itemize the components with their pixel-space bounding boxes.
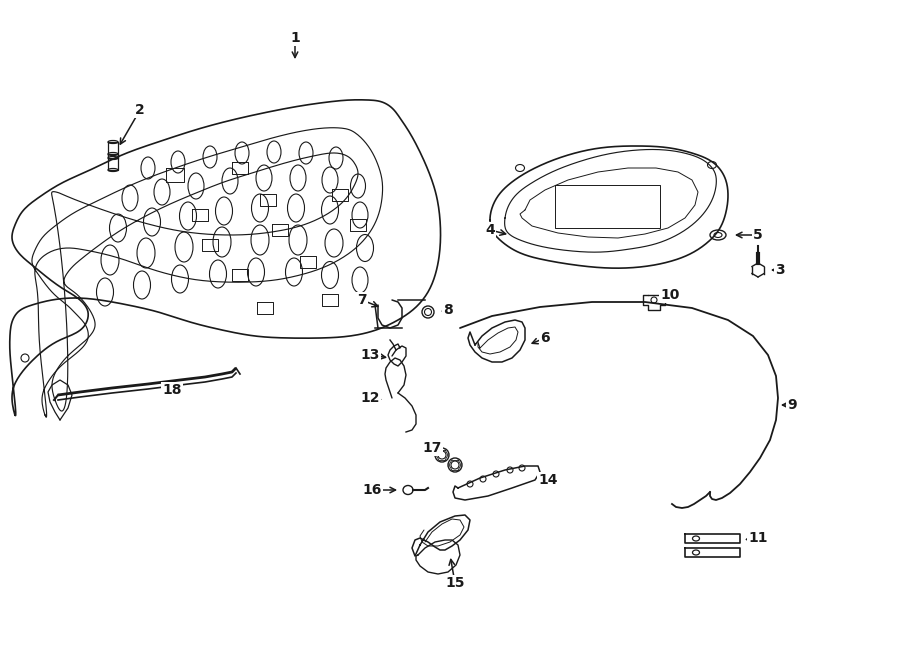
Text: 1: 1 xyxy=(290,31,300,45)
Text: 7: 7 xyxy=(357,293,367,307)
Text: 4: 4 xyxy=(485,223,495,237)
Text: 13: 13 xyxy=(360,348,380,362)
Text: 8: 8 xyxy=(443,303,453,317)
Text: 3: 3 xyxy=(775,263,785,277)
Text: 18: 18 xyxy=(162,383,182,397)
Text: 9: 9 xyxy=(788,398,796,412)
Text: 10: 10 xyxy=(661,288,680,302)
Text: 5: 5 xyxy=(753,228,763,242)
Text: 2: 2 xyxy=(135,103,145,117)
Text: 16: 16 xyxy=(363,483,382,497)
Text: 17: 17 xyxy=(422,441,442,455)
Text: 15: 15 xyxy=(446,576,464,590)
Text: 11: 11 xyxy=(748,531,768,545)
Text: 12: 12 xyxy=(360,391,380,405)
Text: 14: 14 xyxy=(538,473,558,487)
Text: 6: 6 xyxy=(540,331,550,345)
